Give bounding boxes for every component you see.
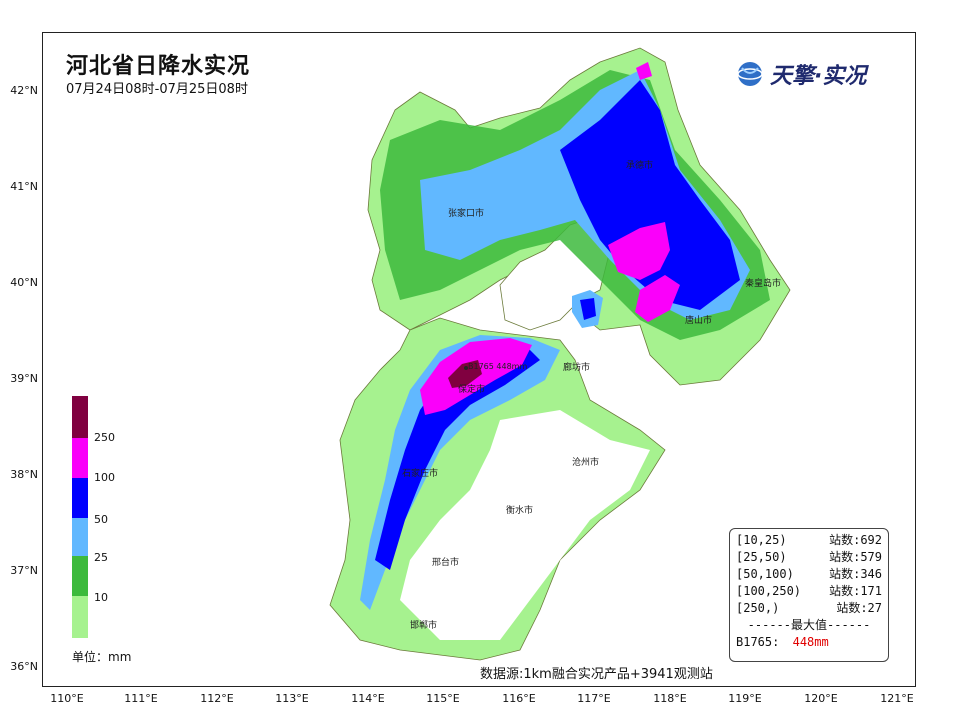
stats-range: [25,50): [736, 550, 787, 564]
lat-label: 37°N: [10, 564, 38, 577]
data-source: 数据源:1km融合实况产品+3941观测站: [480, 667, 713, 682]
stats-range: [50,100): [736, 567, 794, 581]
lat-label: 39°N: [10, 372, 38, 385]
legend-swatch: [72, 438, 88, 478]
brand-name: 天擎·实况: [770, 64, 867, 89]
lon-label: 120°E: [804, 692, 838, 705]
legend-unit: 单位：mm: [72, 650, 132, 664]
legend-swatch: [72, 478, 88, 518]
max-station-dot: [464, 366, 468, 370]
city-label: 保定市: [458, 385, 486, 395]
north-magenta: [608, 222, 670, 280]
legend-level-label: 100: [94, 471, 115, 484]
stats-count: 站数:692: [829, 533, 882, 547]
north-blue: [560, 80, 740, 310]
stats-row: [10,25) 站数:692: [736, 532, 882, 549]
stats-row: [250,) 站数:27: [736, 600, 882, 617]
south-dry-area: [400, 410, 650, 640]
legend-swatch: [72, 596, 88, 638]
map-subtitle: 07月24日08时-07月25日08时: [66, 82, 248, 97]
max-header: ------最大值------: [747, 618, 871, 632]
lon-label: 112°E: [200, 692, 234, 705]
map-title: 河北省日降水实况: [66, 54, 251, 79]
stats-range: [250,): [736, 601, 780, 615]
color-legend: 250 100 50 25 10: [72, 396, 152, 666]
max-value: 448mm: [792, 635, 829, 649]
city-label: 石家庄市: [402, 469, 439, 479]
legend-level-label: 50: [94, 513, 108, 526]
stats-count: 站数:27: [836, 601, 882, 615]
legend-swatch: [72, 518, 88, 556]
lon-label: 111°E: [124, 692, 158, 705]
lon-label: 114°E: [351, 692, 385, 705]
legend-level-label: 10: [94, 591, 108, 604]
sw-lightblue-band: [360, 335, 560, 610]
small-patch-blue: [580, 298, 596, 320]
lon-label: 121°E: [880, 692, 914, 705]
max-row: B1765: 448mm: [736, 634, 882, 651]
lon-label: 116°E: [502, 692, 536, 705]
lon-label: 119°E: [728, 692, 762, 705]
city-label: 沧州市: [572, 458, 600, 468]
stats-count: 站数:579: [829, 550, 882, 564]
stats-count: 站数:171: [829, 584, 882, 598]
stats-range: [10,25): [736, 533, 787, 547]
stats-count: 站数:346: [829, 567, 882, 581]
legend-level-label: 250: [94, 431, 115, 444]
stats-row: [100,250) 站数:171: [736, 583, 882, 600]
lon-label: 118°E: [653, 692, 687, 705]
stats-row: [50,100) 站数:346: [736, 566, 882, 583]
stats-row: [25,50) 站数:579: [736, 549, 882, 566]
north-magenta-3: [636, 62, 652, 80]
city-label: 秦皇岛市: [745, 279, 782, 289]
max-station: B1765:: [736, 635, 780, 649]
legend-swatch: [72, 396, 88, 438]
city-label: 邢台市: [432, 558, 460, 568]
lat-label: 38°N: [10, 468, 38, 481]
city-label: 承德市: [626, 161, 654, 171]
stats-range: [100,250): [736, 584, 802, 598]
legend-swatch: [72, 556, 88, 596]
globe-icon: [737, 62, 763, 86]
city-label: 唐山市: [685, 316, 713, 326]
city-label: 邯郸市: [410, 621, 438, 631]
city-label: 衡水市: [506, 506, 534, 516]
station-stats-box: [10,25) 站数:692 [25,50) 站数:579 [50,100) 站…: [729, 528, 889, 662]
city-label: 廊坊市: [563, 363, 591, 373]
north-magenta-2: [635, 275, 680, 322]
max-station-label: B1765 448mm: [468, 362, 528, 371]
lat-label: 40°N: [10, 276, 38, 289]
legend-level-label: 25: [94, 551, 108, 564]
lat-label: 42°N: [10, 84, 38, 97]
lon-label: 110°E: [50, 692, 84, 705]
lat-label: 41°N: [10, 180, 38, 193]
lon-label: 117°E: [577, 692, 611, 705]
city-label: 张家口市: [448, 209, 485, 219]
lon-label: 115°E: [426, 692, 460, 705]
lat-label: 36°N: [10, 660, 38, 673]
sw-maroon: [448, 360, 482, 388]
lon-label: 113°E: [275, 692, 309, 705]
brand-logo: 天擎·实况: [736, 58, 866, 90]
